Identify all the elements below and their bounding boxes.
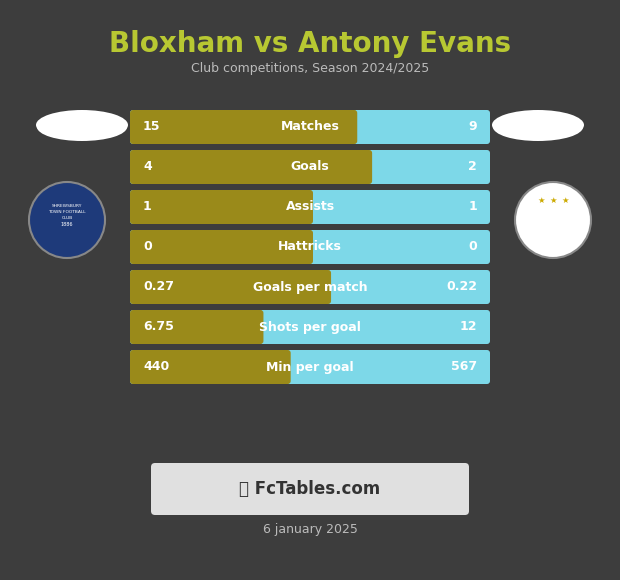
FancyBboxPatch shape xyxy=(130,270,490,304)
FancyBboxPatch shape xyxy=(130,110,357,144)
Ellipse shape xyxy=(492,110,584,140)
Text: Goals per match: Goals per match xyxy=(253,281,367,293)
Ellipse shape xyxy=(36,110,128,140)
Text: SHREWSBURY: SHREWSBURY xyxy=(52,204,82,208)
Text: Club competitions, Season 2024/2025: Club competitions, Season 2024/2025 xyxy=(191,62,429,75)
FancyBboxPatch shape xyxy=(130,350,490,384)
Text: ★: ★ xyxy=(561,195,569,205)
FancyBboxPatch shape xyxy=(130,310,490,344)
Text: 1: 1 xyxy=(143,201,152,213)
Ellipse shape xyxy=(37,113,127,141)
Text: TOWN FOOTBALL: TOWN FOOTBALL xyxy=(48,210,86,214)
Text: 0.22: 0.22 xyxy=(446,281,477,293)
FancyBboxPatch shape xyxy=(130,190,490,224)
Text: Shots per goal: Shots per goal xyxy=(259,321,361,333)
FancyBboxPatch shape xyxy=(130,190,313,224)
Text: 2: 2 xyxy=(468,161,477,173)
Text: 567: 567 xyxy=(451,361,477,374)
Text: 0.27: 0.27 xyxy=(143,281,174,293)
Text: ★: ★ xyxy=(538,195,545,205)
FancyBboxPatch shape xyxy=(130,350,291,384)
FancyBboxPatch shape xyxy=(130,310,264,344)
FancyBboxPatch shape xyxy=(130,150,372,184)
Text: CLUB: CLUB xyxy=(61,216,73,220)
Circle shape xyxy=(515,182,591,258)
Text: 6 january 2025: 6 january 2025 xyxy=(262,524,358,536)
Text: 15: 15 xyxy=(143,121,161,133)
Ellipse shape xyxy=(493,113,583,141)
Text: 9: 9 xyxy=(468,121,477,133)
FancyBboxPatch shape xyxy=(130,230,313,264)
Circle shape xyxy=(29,182,105,258)
FancyBboxPatch shape xyxy=(130,270,331,304)
Text: 1886: 1886 xyxy=(61,223,73,227)
Text: Matches: Matches xyxy=(281,121,339,133)
Text: 4: 4 xyxy=(143,161,152,173)
FancyBboxPatch shape xyxy=(130,230,490,264)
Text: 📊 FcTables.com: 📊 FcTables.com xyxy=(239,480,381,498)
Text: Min per goal: Min per goal xyxy=(266,361,354,374)
Text: Goals: Goals xyxy=(291,161,329,173)
Text: Assists: Assists xyxy=(285,201,335,213)
Text: 1: 1 xyxy=(468,201,477,213)
Text: 440: 440 xyxy=(143,361,169,374)
Text: 0: 0 xyxy=(143,241,152,253)
FancyBboxPatch shape xyxy=(130,150,490,184)
Text: 12: 12 xyxy=(459,321,477,333)
Text: 0: 0 xyxy=(468,241,477,253)
FancyBboxPatch shape xyxy=(130,110,490,144)
FancyBboxPatch shape xyxy=(151,463,469,515)
Text: Bloxham vs Antony Evans: Bloxham vs Antony Evans xyxy=(109,30,511,58)
Text: 6.75: 6.75 xyxy=(143,321,174,333)
Text: ★: ★ xyxy=(549,195,557,205)
Text: Hattricks: Hattricks xyxy=(278,241,342,253)
